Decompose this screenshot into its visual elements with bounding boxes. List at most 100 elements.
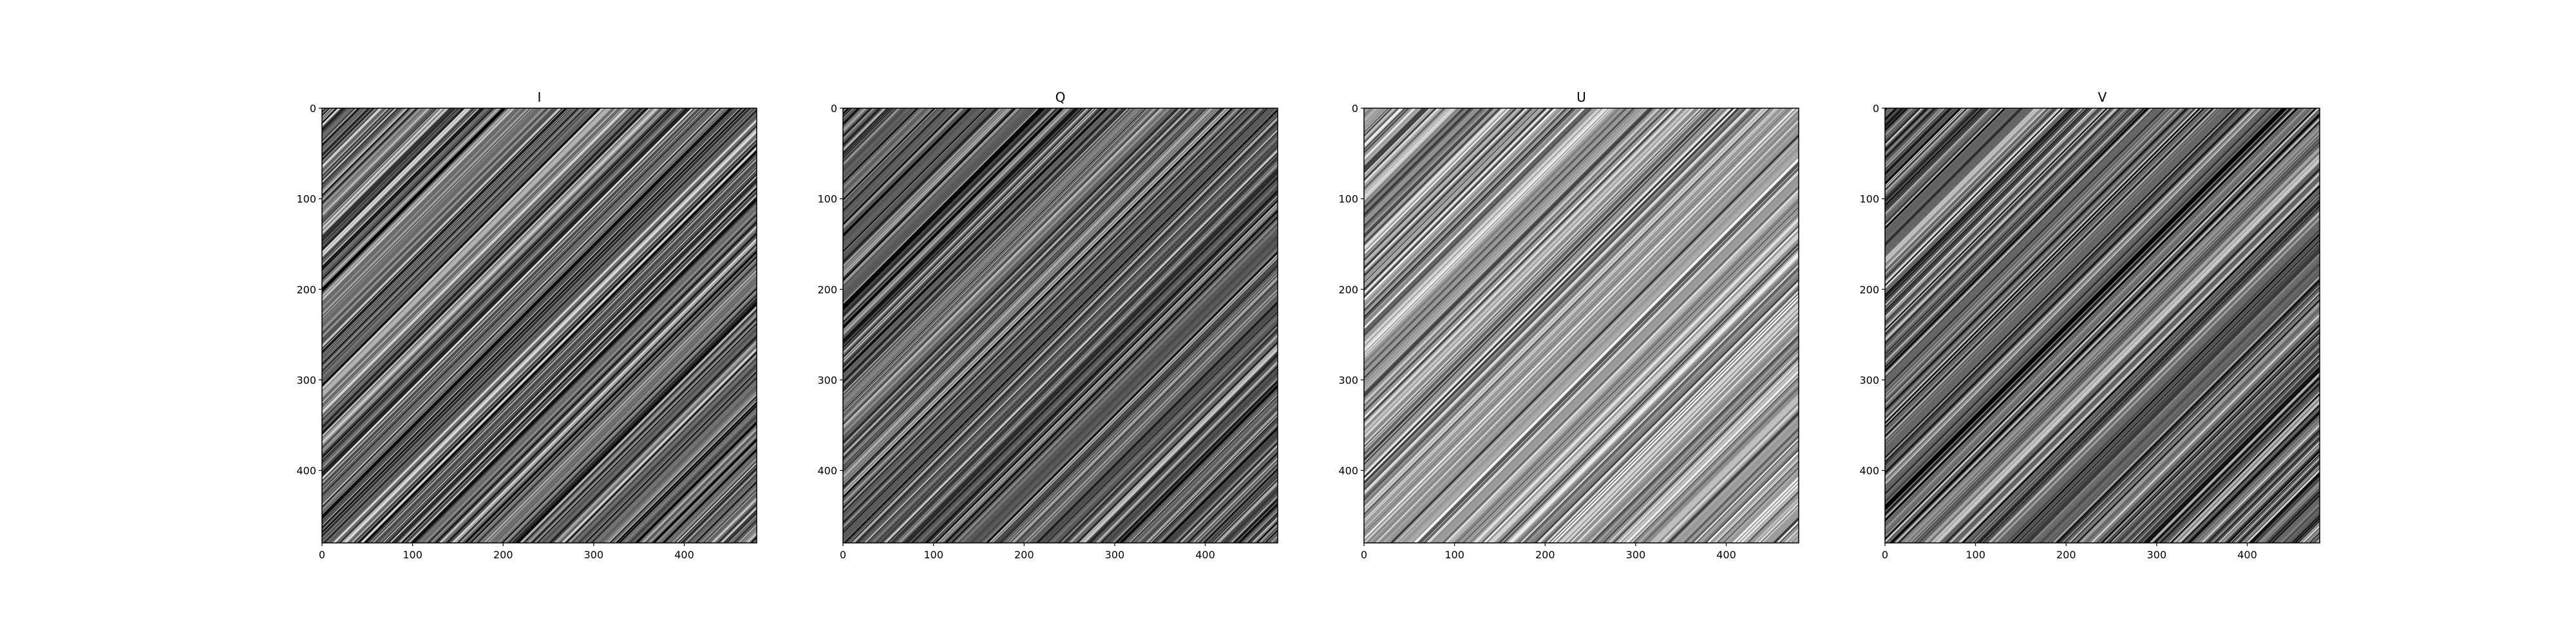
heatmap-streak xyxy=(2020,243,2320,543)
heatmap-streak xyxy=(843,108,1189,455)
heatmap-streak xyxy=(322,108,359,146)
heatmap-streak xyxy=(843,108,1083,348)
panel-title: I xyxy=(538,90,542,105)
heatmap-streak xyxy=(1625,369,1799,543)
x-tick-label: 200 xyxy=(1535,549,1555,561)
heatmap-streak xyxy=(506,292,757,543)
heatmap-streak xyxy=(1885,108,1983,207)
heatmap-streak xyxy=(1885,108,2229,453)
heatmap-streak xyxy=(322,108,666,453)
heatmap-streak xyxy=(1064,328,1278,543)
heatmap-streak xyxy=(322,108,509,296)
x-tick-label: 300 xyxy=(2147,549,2167,561)
x-tick-label: 400 xyxy=(2237,549,2257,561)
heatmap-streak xyxy=(843,108,1150,415)
heatmap-streak xyxy=(1364,108,1550,295)
heatmap-streak xyxy=(334,119,757,543)
heatmap-streak xyxy=(322,108,365,153)
heatmap-streak xyxy=(1364,108,1445,189)
y-tick-label: 0 xyxy=(1873,102,1879,115)
heatmap-streak xyxy=(1364,108,1683,428)
heatmap-streak xyxy=(344,129,757,543)
heatmap-streak xyxy=(1885,108,2291,515)
axes-frame xyxy=(1363,108,1799,544)
heatmap-streak xyxy=(1913,136,2320,543)
heatmap-streak xyxy=(2218,440,2320,543)
heatmap-streak xyxy=(1504,247,1799,543)
heatmap-streak xyxy=(864,129,1278,543)
heatmap-streak xyxy=(843,108,1139,406)
heatmap-streak xyxy=(322,108,456,243)
heatmap-streak xyxy=(1368,112,1799,543)
heatmap-streak xyxy=(1376,120,1799,543)
heatmap-streak xyxy=(1383,128,1799,543)
heatmap-streak xyxy=(322,108,338,125)
heatmap-streak xyxy=(2072,295,2320,543)
heatmap-streak xyxy=(2108,331,2320,543)
heatmap-streak xyxy=(970,234,1278,543)
heatmap-streak xyxy=(1364,108,1692,437)
heatmap-streak xyxy=(322,108,648,435)
heatmap-streak xyxy=(2025,248,2320,543)
heatmap-streak xyxy=(585,370,757,543)
heatmap-streak xyxy=(418,204,757,543)
heatmap-streak xyxy=(843,108,998,264)
heatmap-streak xyxy=(843,108,1191,457)
heatmap-streak xyxy=(322,108,404,191)
heatmap-streak xyxy=(2034,257,2320,543)
heatmap-streak xyxy=(929,194,1278,543)
heatmap-streak xyxy=(322,108,554,341)
heatmap-streak xyxy=(1364,108,1745,489)
heatmap-streak xyxy=(1561,305,1799,543)
heatmap-streak xyxy=(322,108,341,128)
heatmap-streak xyxy=(913,178,1278,543)
heatmap-streak xyxy=(951,216,1278,543)
heatmap-streak xyxy=(2159,382,2320,543)
heatmap-streak xyxy=(2238,460,2320,543)
heatmap-streak xyxy=(322,108,571,358)
heatmap-streak xyxy=(1537,281,1799,543)
heatmap-streak xyxy=(1162,426,1278,543)
heatmap-streak xyxy=(359,144,757,543)
heatmap-streak xyxy=(843,108,1141,406)
heatmap-streak xyxy=(849,114,1278,543)
heatmap-streak xyxy=(322,108,325,111)
heatmap-streak xyxy=(1658,402,1799,543)
heatmap-streak xyxy=(843,108,1198,465)
heatmap-streak xyxy=(1885,108,2202,426)
heatmap-streak xyxy=(1364,108,1640,384)
heatmap-streak xyxy=(1372,116,1799,543)
heatmap-streak xyxy=(1885,108,2263,486)
heatmap-streak xyxy=(1468,213,1799,543)
heatmap-streak xyxy=(1364,108,1681,426)
heatmap-streak xyxy=(1439,182,1799,543)
heatmap-streak xyxy=(843,108,1097,363)
heatmap-streak xyxy=(1364,108,1611,355)
heatmap-streak xyxy=(322,108,363,150)
heatmap-streak xyxy=(2010,233,2320,543)
heatmap-streak xyxy=(1528,272,1799,543)
heatmap-streak xyxy=(1408,151,1799,543)
heatmap-streak xyxy=(2118,341,2320,543)
heatmap-streak xyxy=(2305,527,2320,543)
heatmap-streak xyxy=(322,108,439,226)
heatmap-streak xyxy=(457,242,757,543)
heatmap-streak xyxy=(341,127,757,543)
heatmap-streak xyxy=(843,108,1016,281)
heatmap-streak xyxy=(843,108,1142,408)
heatmap-streak xyxy=(843,108,956,222)
heatmap-streak xyxy=(843,108,1113,379)
heatmap-streak xyxy=(322,108,327,113)
heatmap-streak xyxy=(322,108,697,484)
heatmap-streak xyxy=(1885,108,2041,265)
heatmap-streak xyxy=(855,120,1278,543)
heatmap-streak xyxy=(1364,108,1526,270)
heatmap-streak xyxy=(1699,442,1799,543)
heatmap-streak xyxy=(2120,343,2320,543)
heatmap-streak xyxy=(322,108,658,444)
heatmap-streak xyxy=(1885,108,1980,204)
heatmap-streak xyxy=(1885,108,2224,447)
heatmap-streak xyxy=(453,240,757,543)
heatmap-streak xyxy=(1909,132,2320,543)
heatmap-streak xyxy=(322,108,708,494)
